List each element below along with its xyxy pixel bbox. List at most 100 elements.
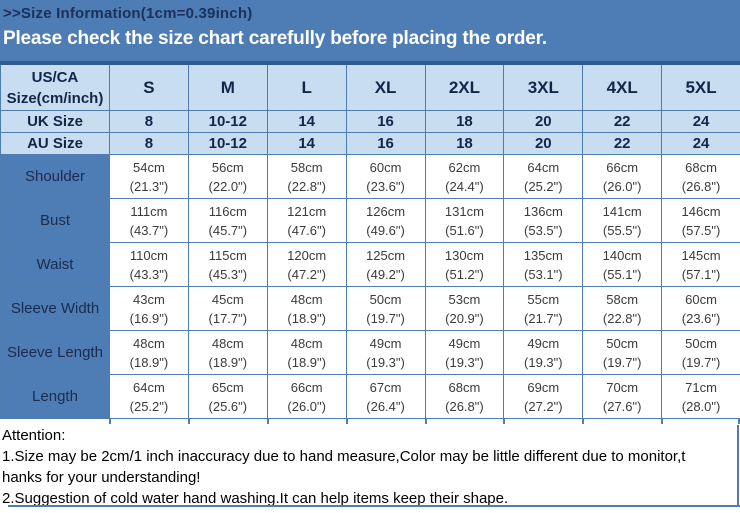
measurement-cm-value: 56cm <box>211 159 244 175</box>
measurement-inch-value: (57.5") <box>681 222 721 238</box>
measurement-inch-value: (26.4") <box>366 398 405 414</box>
measurement-cm-value: 136cm <box>523 203 563 219</box>
border-stub <box>187 418 190 424</box>
uk-size-row-value: 14 <box>266 110 347 133</box>
measurement-inch-value: (26.8") <box>445 398 484 414</box>
measurement-cell-bust: 141cm (55.5") <box>582 198 663 243</box>
au-size-row-value: 16 <box>345 132 426 155</box>
au-size-row: AU Size 8 10-12 14 16 18 20 22 24 <box>0 132 740 155</box>
measurement-cm-value: 131cm <box>444 203 484 219</box>
measurement-label-waist: Waist <box>0 242 110 287</box>
measurement-cm-value: 116cm <box>208 203 247 219</box>
au-size-row-value: 18 <box>424 132 505 155</box>
measurement-cm-value: 48cm <box>290 291 323 307</box>
measurement-cell-length: 67cm (26.4") <box>345 374 426 419</box>
measurement-inch-value: (18.9") <box>287 354 326 370</box>
measurement-cm-value: 135cm <box>523 247 563 263</box>
measurement-cell-bust: 136cm (53.5") <box>503 198 584 243</box>
attention-note-1: 1.Size may be 2cm/1 inch inaccuracy due … <box>2 448 686 465</box>
size-column-header: 5XL <box>661 62 740 111</box>
frame-right-border <box>737 425 739 507</box>
measurement-cell-sleeve-length: 50cm (19.7") <box>582 330 663 375</box>
measurement-cm-value: 121cm <box>287 203 327 219</box>
measurement-inch-value: (19.3") <box>445 354 484 370</box>
measurement-label-shoulder: Shoulder <box>0 154 110 199</box>
measurement-inch-value: (18.9") <box>129 354 169 370</box>
measurement-cell-length: 71cm (28.0") <box>661 374 740 419</box>
measurement-cell-sleeve-width: 55cm (21.7") <box>503 286 584 331</box>
uk-size-row-value: 10-12 <box>187 110 268 133</box>
au-size-row-value: 22 <box>582 132 663 155</box>
size-column-header: XL <box>345 62 426 111</box>
size-column-header: M <box>187 62 268 111</box>
measurement-inch-value: (22.8") <box>287 178 326 194</box>
measurement-inch-value: (19.7") <box>602 354 642 370</box>
measurement-cell-length: 70cm (27.6") <box>582 374 663 419</box>
measurement-inch-value: (17.7") <box>208 310 248 326</box>
uk-size-row-value: 18 <box>424 110 505 133</box>
measurement-inch-value: (43.3") <box>129 266 169 282</box>
measurement-inch-value: (43.7") <box>129 222 169 238</box>
measurement-cell-sleeve-width: 50cm (19.7") <box>345 286 426 331</box>
measurement-cell-length: 65cm (25.6") <box>187 374 268 419</box>
measurement-cm-value: 125cm <box>366 247 406 263</box>
measurement-inch-value: (26.0") <box>287 398 326 414</box>
measurement-cell-waist: 125cm (49.2") <box>345 242 426 287</box>
measurement-cm-value: 146cm <box>681 203 721 219</box>
au-size-row-value: 8 <box>109 132 189 155</box>
measurement-cm-value: 45cm <box>211 291 244 307</box>
measurement-inch-value: (45.7") <box>208 222 248 238</box>
attention-section: Attention: 1.Size may be 2cm/1 inch inac… <box>0 424 740 509</box>
measurement-cm-value: 111cm <box>130 203 168 219</box>
measurement-inch-value: (25.6") <box>208 398 248 414</box>
measurement-inch-value: (19.7") <box>681 354 721 370</box>
measurement-cell-shoulder: 60cm (23.6") <box>345 154 426 199</box>
measurement-inch-value: (19.7") <box>366 310 405 326</box>
measurement-inch-value: (20.9") <box>445 310 484 326</box>
size-info-warning: Please check the size chart carefully be… <box>3 28 547 49</box>
measurement-cm-value: 55cm <box>527 291 560 307</box>
measurement-cm-value: 58cm <box>290 159 323 175</box>
size-column-header: L <box>266 62 347 111</box>
measurement-cell-waist: 115cm (45.3") <box>187 242 268 287</box>
measurement-cm-value: 58cm <box>606 291 639 307</box>
size-column-header: 2XL <box>424 62 505 111</box>
measurement-inch-value: (55.1") <box>602 266 642 282</box>
measurement-inch-value: (18.9") <box>287 310 326 326</box>
measurement-cell-shoulder: 66cm (26.0") <box>582 154 663 199</box>
measurement-cell-sleeve-length: 50cm (19.7") <box>661 330 740 375</box>
measurement-cm-value: 49cm <box>527 335 560 351</box>
measurement-cell-waist: 130cm (51.2") <box>424 242 505 287</box>
measurement-cell-bust: 111cm (43.7") <box>109 198 189 243</box>
measurement-row-length: Length 64cm (25.2") 65cm (25.6") 66cm (26.0") 6… <box>0 374 740 419</box>
measurement-cell-sleeve-width: 48cm (18.9") <box>266 286 347 331</box>
measurement-inch-value: (18.9") <box>208 354 248 370</box>
border-stub <box>345 418 348 424</box>
size-table-body: US/CA Size(cm/inch) S M L XL 2XL 3XL 4XL 5XL UK Si… <box>0 62 740 419</box>
measurement-cm-value: 53cm <box>448 291 481 307</box>
measurement-cm-value: 141cm <box>602 203 642 219</box>
measurement-inch-value: (19.3") <box>366 354 405 370</box>
measurement-cell-sleeve-length: 49cm (19.3") <box>424 330 505 375</box>
measurement-cm-value: 49cm <box>448 335 481 351</box>
measurement-row-waist: Waist 110cm (43.3") 115cm (45.3") 120cm (47.2"… <box>0 242 740 287</box>
measurement-cm-value: 140cm <box>602 247 642 263</box>
measurement-cm-value: 65cm <box>211 379 244 395</box>
measurement-inch-value: (26.8") <box>681 178 721 194</box>
measurement-cm-value: 49cm <box>369 335 402 351</box>
measurement-cm-value: 71cm <box>685 379 717 395</box>
measurement-inch-value: (21.3") <box>129 178 169 194</box>
measurement-inch-value: (53.5") <box>524 222 563 238</box>
measurement-cell-length: 64cm (25.2") <box>109 374 189 419</box>
au-size-row-value: 20 <box>503 132 584 155</box>
measurement-cm-value: 64cm <box>133 379 165 395</box>
measurement-inch-value: (16.9") <box>129 310 169 326</box>
size-info-title: >>Size Information(1cm=0.39inch) <box>3 5 253 22</box>
size-chart-table: US/CA Size(cm/inch) S M L XL 2XL 3XL 4XL 5XL UK Si… <box>0 61 740 419</box>
au-size-row-label: AU Size <box>0 132 110 155</box>
measurement-inch-value: (24.4") <box>445 178 484 194</box>
measurement-row-sleeve-width: Sleeve Width 43cm (16.9") 45cm (17.7") 48cm (1… <box>0 286 740 331</box>
corner-header-line2: Size(cm/inch) <box>6 89 104 107</box>
measurement-cell-sleeve-width: 53cm (20.9") <box>424 286 505 331</box>
measurement-cell-shoulder: 62cm (24.4") <box>424 154 505 199</box>
